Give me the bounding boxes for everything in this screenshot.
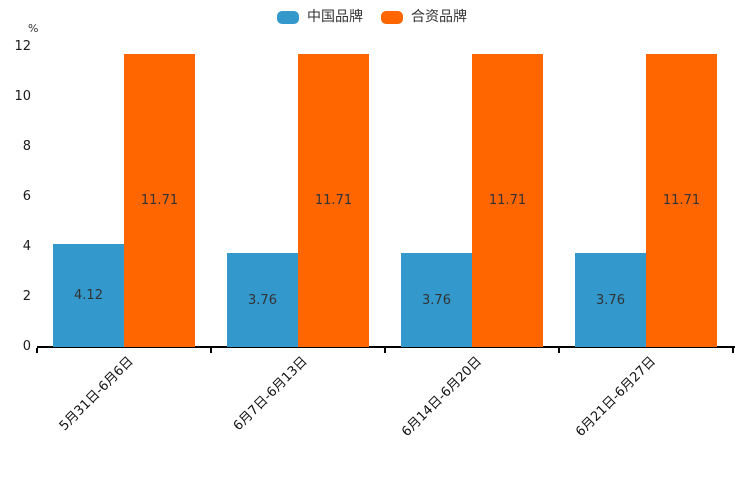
x-axis-tick bbox=[732, 348, 734, 353]
y-tick-label: 6 bbox=[22, 189, 31, 204]
bar-value-label: 3.76 bbox=[422, 292, 451, 308]
bar-合资品牌-4: 11.71 bbox=[646, 54, 717, 347]
bar-合资品牌-1: 11.71 bbox=[124, 54, 195, 347]
legend-item: 中国品牌 bbox=[277, 8, 363, 26]
legend-item: 合资品牌 bbox=[381, 8, 467, 26]
x-axis-line bbox=[37, 346, 735, 348]
legend-label: 中国品牌 bbox=[307, 9, 363, 25]
x-axis-tick bbox=[36, 348, 38, 353]
bar-value-label: 11.71 bbox=[140, 193, 179, 209]
bar-value-label: 3.76 bbox=[596, 292, 625, 308]
legend-label: 合资品牌 bbox=[411, 9, 467, 25]
bar-合资品牌-2: 11.71 bbox=[298, 54, 369, 347]
bar-中国品牌-4: 3.76 bbox=[575, 253, 646, 347]
y-tick-label: 8 bbox=[22, 139, 31, 154]
bar-中国品牌-2: 3.76 bbox=[227, 253, 298, 347]
bar-value-label: 11.71 bbox=[314, 193, 353, 209]
bar-合资品牌-3: 11.71 bbox=[472, 54, 543, 347]
legend-swatch bbox=[277, 10, 299, 24]
bar-value-label: 4.12 bbox=[74, 288, 103, 303]
x-axis-tick bbox=[384, 348, 386, 353]
y-tick-label: 0 bbox=[22, 339, 31, 354]
x-tick-label: 5月31日-6月6日 bbox=[56, 354, 137, 434]
y-tick-label: 12 bbox=[14, 39, 31, 54]
bar-value-label: 11.71 bbox=[488, 193, 527, 209]
y-axis-unit-label: % bbox=[28, 22, 39, 35]
x-tick-label: 6月21日-6月27日 bbox=[572, 354, 659, 440]
chart-legend: 中国品牌 合资品牌 bbox=[0, 8, 744, 26]
x-axis-tick bbox=[210, 348, 212, 353]
bar-中国品牌-1: 4.12 bbox=[53, 244, 124, 347]
x-tick-label: 6月14日-6月20日 bbox=[398, 354, 485, 440]
y-tick-label: 2 bbox=[22, 289, 31, 304]
y-tick-label: 10 bbox=[14, 89, 31, 104]
bar-中国品牌-3: 3.76 bbox=[401, 253, 472, 347]
x-tick-label: 6月7日-6月13日 bbox=[230, 354, 311, 434]
y-tick-label: 4 bbox=[22, 239, 31, 254]
bar-value-label: 11.71 bbox=[662, 193, 701, 209]
bar-value-label: 3.76 bbox=[248, 292, 277, 308]
x-axis-tick bbox=[558, 348, 560, 353]
legend-swatch bbox=[381, 10, 403, 24]
